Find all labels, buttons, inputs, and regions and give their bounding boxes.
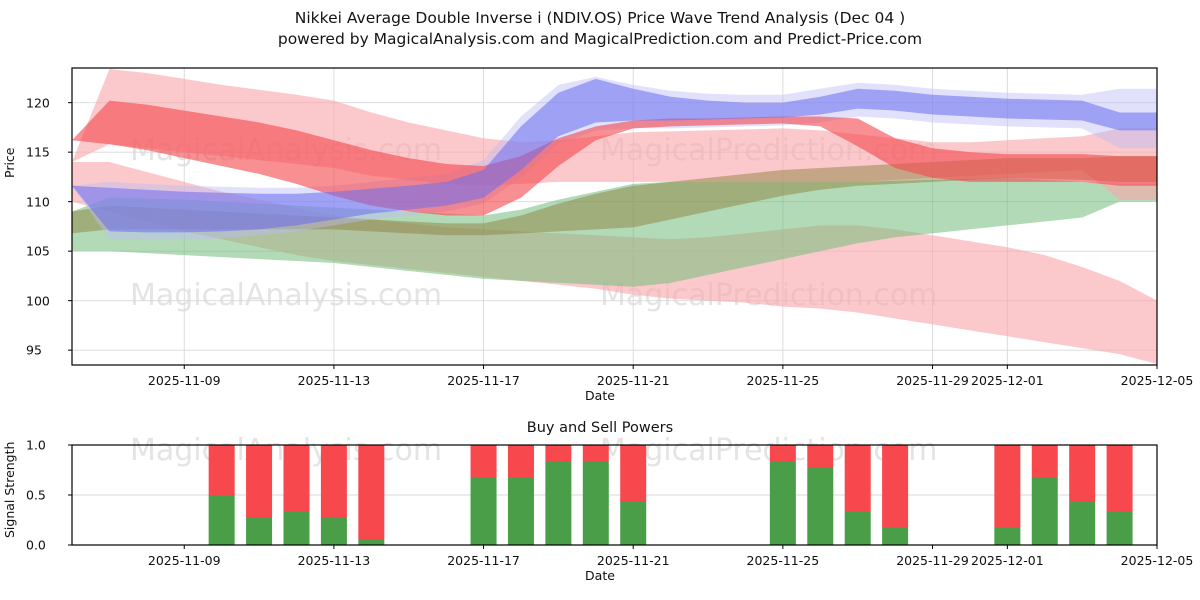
sell-segment (1106, 445, 1133, 512)
title-line-secondary: powered by MagicalAnalysis.com and Magic… (277, 30, 923, 48)
signal-x-axis-label: Date (585, 568, 615, 583)
buy-segment (769, 462, 796, 545)
price-band-green-band (72, 177, 1157, 287)
signal-bar (470, 445, 497, 545)
svg-text:MagicalPrediction.com: MagicalPrediction.com (600, 433, 938, 468)
sell-segment (470, 445, 497, 478)
signal-bar (882, 445, 909, 545)
signal-bar (582, 445, 609, 545)
price-band-dark-olive-overlap-band (72, 156, 1157, 236)
buy-segment (507, 478, 534, 545)
price-xtick: 2025-11-29 (896, 373, 969, 388)
price-ytick: 110 (26, 194, 50, 210)
signal-xtick: 2025-11-13 (297, 553, 371, 568)
buy-sell-powers-chart: MagicalAnalysis.comMagicalPrediction.com (68, 433, 1158, 549)
signal-bar (246, 445, 273, 545)
buy-segment (358, 540, 385, 545)
signal-xtick: 2025-12-01 (971, 553, 1044, 568)
buy-segment (208, 495, 235, 545)
price-x-axis-label: Date (585, 388, 615, 403)
signal-bar (1031, 445, 1058, 545)
price-band-blue-band (72, 78, 1157, 233)
signal-bar (358, 445, 385, 545)
buy-segment (807, 467, 834, 545)
buy-segment (470, 478, 497, 545)
signal-bar (507, 445, 534, 545)
buy-segment (320, 517, 347, 545)
sell-segment (320, 445, 347, 517)
price-xtick: 2025-11-13 (297, 373, 371, 388)
signal-ytick: 0.0 (26, 537, 46, 553)
price-ytick: 115 (26, 144, 50, 160)
sell-segment (208, 445, 235, 495)
price-xtick: 2025-11-21 (596, 373, 670, 388)
price-ytick: 100 (26, 293, 50, 309)
price-y-axis-label: Price (2, 147, 17, 179)
buy-segment (994, 528, 1021, 545)
price-xtick: 2025-11-09 (147, 373, 221, 388)
buy-segment (1069, 501, 1096, 545)
sell-segment (994, 445, 1021, 528)
signal-chart-title: Buy and Sell Powers (526, 420, 674, 436)
sell-segment (1031, 445, 1058, 478)
signal-bar (844, 445, 871, 545)
signal-ytick: 0.5 (26, 487, 46, 503)
signal-xtick: 2025-11-29 (896, 553, 969, 568)
sell-segment (620, 445, 647, 501)
signal-y-axis-label: Signal Strength (2, 441, 17, 538)
signal-xtick: 2025-11-25 (746, 553, 820, 568)
buy-segment (882, 528, 909, 545)
sell-segment (844, 445, 871, 512)
signal-bar (769, 445, 796, 545)
sell-segment (582, 445, 609, 462)
title-line-primary: Nikkei Average Double Inverse i (NDIV.OS… (294, 9, 906, 27)
buy-segment (1106, 512, 1133, 545)
signal-bar (320, 445, 347, 545)
sell-segment (807, 445, 834, 467)
sell-segment (769, 445, 796, 462)
sell-segment (358, 445, 385, 540)
price-xtick: 2025-12-05 (1120, 373, 1194, 388)
buy-segment (844, 512, 871, 545)
buy-segment (283, 512, 310, 545)
price-xtick: 2025-11-25 (746, 373, 820, 388)
buy-segment (1031, 478, 1058, 545)
signal-xtick: 2025-12-05 (1120, 553, 1194, 568)
signal-bar (283, 445, 310, 545)
sell-segment (545, 445, 572, 462)
signal-bar (620, 445, 647, 545)
buy-segment (582, 462, 609, 545)
signal-bar (545, 445, 572, 545)
signal-ytick: 1.0 (26, 437, 46, 453)
page-title: Nikkei Average Double Inverse i (NDIV.OS… (0, 8, 1200, 50)
price-ytick: 105 (26, 243, 50, 259)
sell-segment (507, 445, 534, 478)
signal-xtick: 2025-11-09 (147, 553, 221, 568)
signal-xtick: 2025-11-21 (596, 553, 670, 568)
price-xtick: 2025-11-17 (447, 373, 520, 388)
signal-bar (994, 445, 1021, 545)
price-ytick: 120 (26, 95, 50, 111)
price-xtick: 2025-12-01 (971, 373, 1044, 388)
buy-segment (545, 462, 572, 545)
signal-xtick: 2025-11-17 (447, 553, 520, 568)
price-band-inner-strong-red-band (72, 100, 1157, 216)
signal-bar (807, 445, 834, 545)
signal-bar (208, 445, 235, 545)
signal-bar (1106, 445, 1133, 545)
svg-text:MagicalAnalysis.com: MagicalAnalysis.com (130, 278, 442, 313)
sell-segment (283, 445, 310, 512)
price-wave-chart: MagicalAnalysis.comMagicalPrediction.com… (68, 67, 1158, 369)
buy-segment (620, 501, 647, 545)
sell-segment (882, 445, 909, 528)
buy-segment (246, 517, 273, 545)
sell-segment (246, 445, 273, 517)
signal-bar (1069, 445, 1096, 545)
sell-segment (1069, 445, 1096, 501)
price-ytick: 95 (26, 342, 42, 358)
